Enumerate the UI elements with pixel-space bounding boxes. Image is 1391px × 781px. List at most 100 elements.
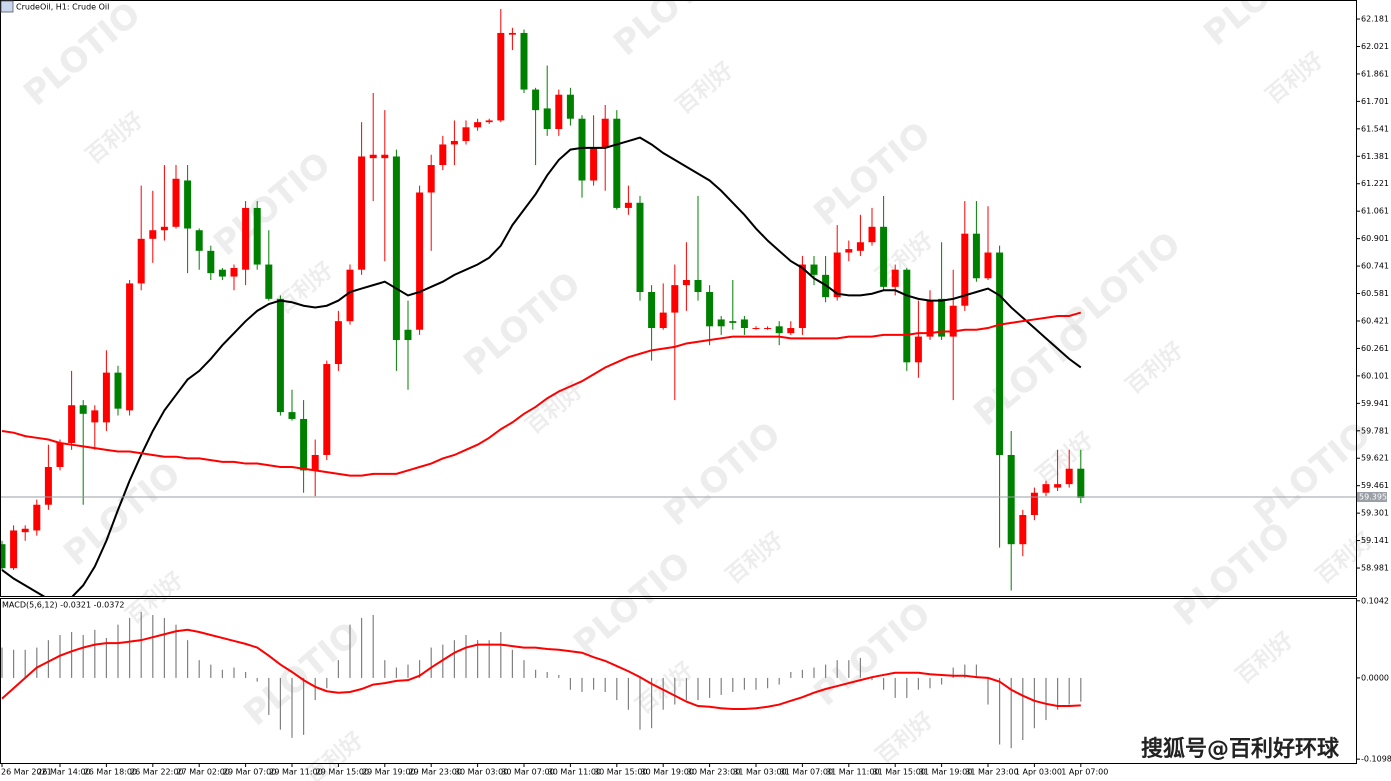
x-tick-label: 31 Mar 23:00 [965, 768, 1018, 777]
candle-body [265, 264, 273, 299]
candle-body [381, 154, 389, 159]
candle-body [450, 141, 458, 145]
candle-body [358, 156, 366, 270]
candle-body [497, 32, 505, 121]
signature: 搜狐号@百利好环球 [1141, 736, 1340, 762]
candle-body [137, 238, 145, 284]
macd-frame [0, 598, 1357, 764]
candle-body [740, 319, 748, 329]
candle-body [624, 202, 632, 208]
candle-body [369, 154, 377, 159]
candle-body [288, 412, 296, 419]
candle-body [102, 372, 110, 423]
x-tick-label: 31 Mar 07:00 [780, 768, 833, 777]
candle-body [44, 466, 52, 505]
candle-body [508, 32, 516, 35]
candle-body [856, 242, 864, 251]
line-series [1, 136, 1082, 596]
y-tick-label: 59.941 [1361, 399, 1389, 408]
candle-body [0, 544, 6, 569]
candle-body [903, 269, 911, 363]
candle-body [276, 298, 284, 413]
labels: 62.181 62.021 61.861 61.701 61.541 61.381 61.2… [1, 15, 1391, 777]
y-tick-label: 58.981 [1361, 564, 1389, 573]
candle-body [404, 329, 412, 341]
y-tick-label: 59.141 [1361, 536, 1389, 545]
x-tick-label: 29 Mar 19:00 [362, 768, 415, 777]
candle-body [601, 118, 609, 148]
candle-body [1065, 468, 1073, 485]
macd-title: MACD(5,6,12) -0.0321 -0.0372 [2, 601, 125, 610]
candle-body [706, 291, 714, 327]
y-tick-label: 61.541 [1361, 124, 1389, 133]
price-frame [0, 0, 1357, 597]
candle-body [56, 442, 64, 467]
candle-body [323, 364, 331, 455]
macd-panel [1, 612, 1082, 749]
x-tick-label: 29 Mar 23:00 [408, 768, 461, 777]
candle-body [694, 279, 702, 292]
y-tick-label: 60.421 [1361, 316, 1389, 325]
chart-icon [0, 0, 14, 13]
x-tick-label: 30 Mar 11:00 [548, 768, 601, 777]
x-tick-label: 30 Mar 07:00 [501, 768, 554, 777]
candle-body [172, 178, 180, 227]
candle-body [717, 319, 725, 327]
y-tick-label: 60.261 [1361, 344, 1389, 353]
candle-body [91, 410, 99, 423]
y-tick-label: -0.1098 [1361, 755, 1391, 764]
candle-body [114, 372, 122, 409]
candle-body [891, 269, 899, 287]
candle-body [218, 269, 226, 277]
candle-body [752, 328, 760, 330]
candle-body [242, 207, 250, 270]
candle-body [462, 127, 470, 142]
candle-body [961, 233, 969, 306]
x-tick-label: 26 Mar 18:00 [84, 768, 137, 777]
y-tick-label: 59.781 [1361, 426, 1389, 435]
candle-body [659, 312, 667, 329]
y-tick-label: 0.1042 [1361, 596, 1389, 605]
x-tick-label: 31 Mar 03:00 [733, 768, 786, 777]
line-series [1, 311, 1082, 477]
x-tick-label: 30 Mar 19:00 [640, 768, 693, 777]
candle-body [33, 504, 41, 531]
candle-body [334, 321, 342, 365]
candle-body [578, 118, 586, 181]
y-tick-label: 62.021 [1361, 42, 1389, 51]
x-tick-label: 31 Mar 19:00 [919, 768, 972, 777]
candle-body [1007, 454, 1015, 545]
y-tick-label: 59.461 [1361, 481, 1389, 490]
candle-body [300, 418, 308, 471]
x-tick-label: 29 Mar 11:00 [269, 768, 322, 777]
candle-body [555, 94, 563, 130]
candle-body [938, 298, 946, 337]
candle-body [1042, 484, 1050, 493]
candle-body [1077, 468, 1085, 498]
y-tick-label: 59.301 [1361, 509, 1389, 518]
candle-body [416, 192, 424, 330]
candle-body [729, 321, 737, 323]
candle-body [682, 279, 690, 286]
candle-body [845, 249, 853, 253]
x-tick-label: 30 Mar 03:00 [455, 768, 508, 777]
candle-body [810, 264, 818, 275]
candle-body [21, 528, 29, 533]
candle-body [253, 207, 261, 265]
y-tick-label: 60.741 [1361, 262, 1389, 271]
candle-body [984, 252, 992, 279]
current-price-label: 59.395 [1359, 493, 1387, 502]
y-tick-label: 59.621 [1361, 454, 1389, 463]
chart-title: CrudeOil, H1: Crude Oil [16, 3, 109, 12]
candle-body [474, 122, 482, 128]
candle-body [195, 230, 203, 251]
x-tick-label: 31 Mar 11:00 [826, 768, 879, 777]
x-tick-label: 30 Mar 23:00 [687, 768, 740, 777]
candle-body [68, 405, 76, 443]
candle-body [1019, 515, 1027, 545]
x-tick-label: 26 Mar 2021 [1, 768, 52, 777]
candle-body [160, 226, 168, 231]
y-tick-label: 61.861 [1361, 69, 1389, 78]
candle-body [520, 32, 528, 90]
candle-body [636, 202, 644, 292]
